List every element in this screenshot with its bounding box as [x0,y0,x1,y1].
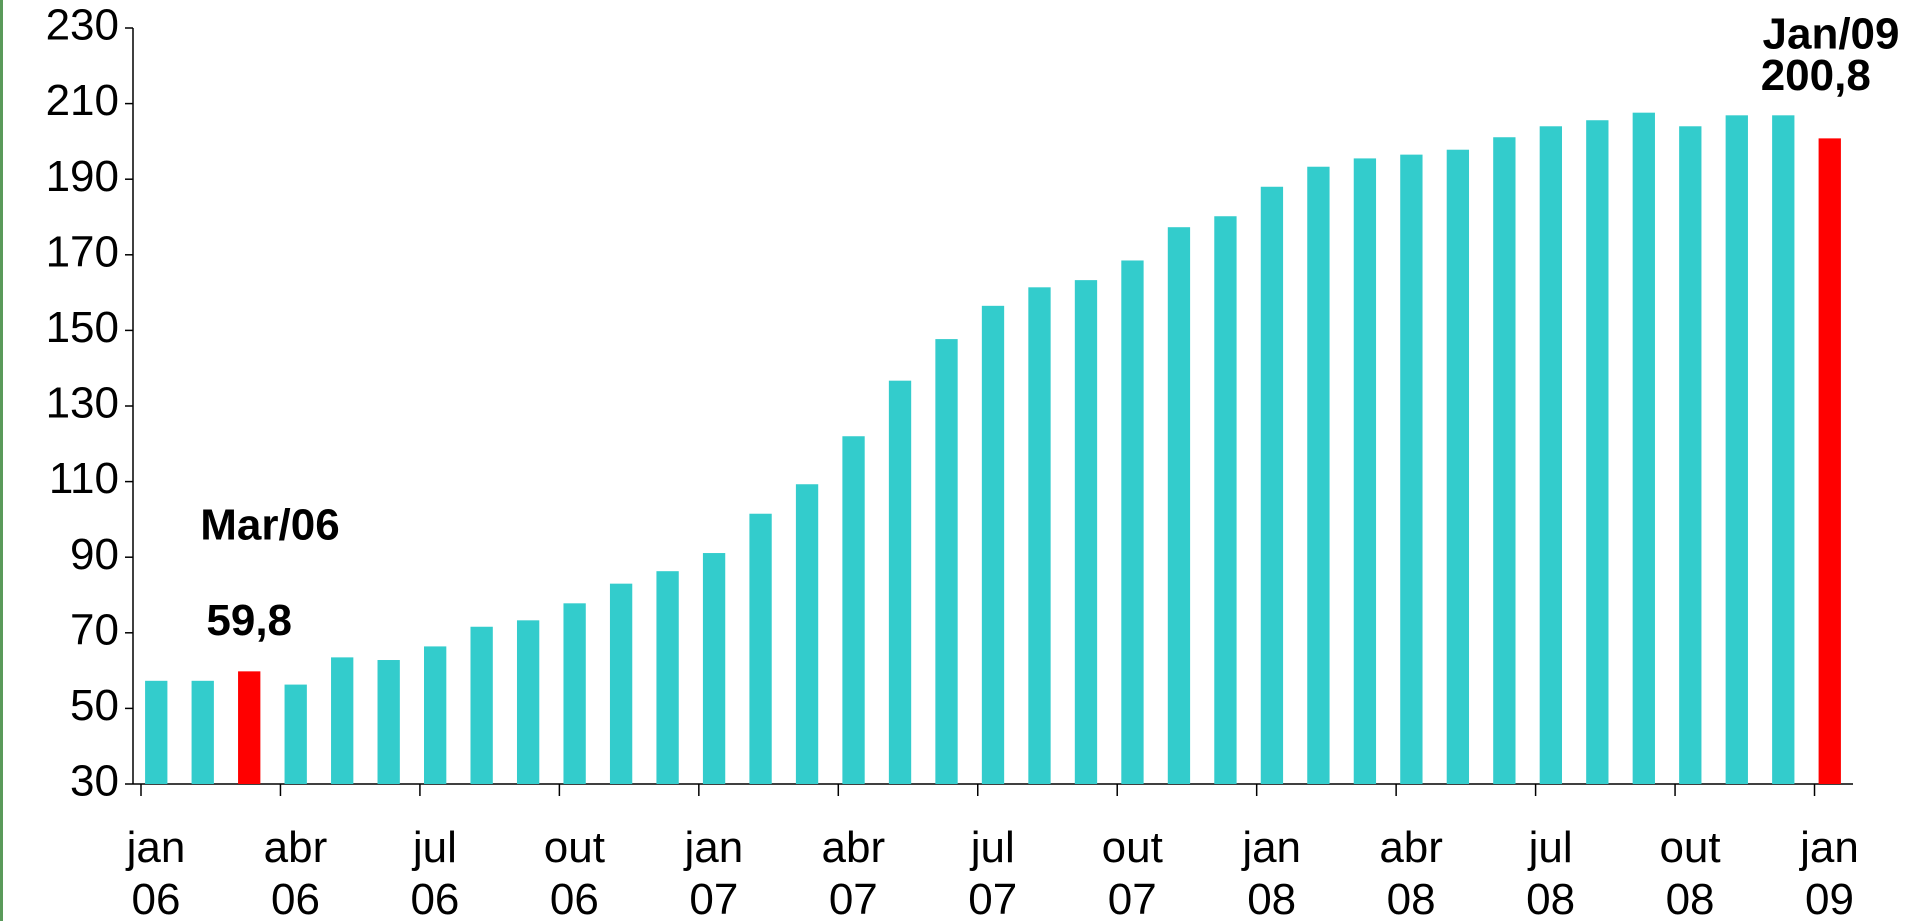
x-tick-label: out 07 [1102,823,1163,921]
y-tick-label: 190 [46,152,119,201]
x-tick-label: out 08 [1659,823,1720,921]
annotation: Jan/09 [1763,10,1900,59]
bar [1121,260,1144,785]
bar [609,583,633,784]
bar [1772,115,1795,785]
bar [795,484,819,784]
bar [1493,137,1516,784]
bar [1679,126,1702,784]
bar [1260,186,1284,784]
bar [516,620,540,784]
bar [1214,216,1237,784]
bar [656,571,679,784]
bar [935,339,958,784]
x-tick-label: jan 09 [1798,823,1859,921]
bar [1167,227,1191,784]
x-tick-label: jul 08 [1526,823,1575,921]
x-tick-label: jan 06 [125,823,186,921]
bar [702,553,726,784]
x-tick-label: jan 07 [682,823,743,921]
y-tick-label: 30 [70,757,119,806]
bar [284,684,307,784]
bar [1074,280,1098,784]
x-tick-label: jan 08 [1240,823,1301,921]
y-tick-label: 90 [70,530,119,579]
bar [1307,166,1330,784]
bar [1818,138,1841,785]
x-tick-label: abr 06 [264,823,328,921]
y-tick-label: 50 [70,681,119,730]
y-tick-label: 230 [46,1,119,50]
x-tick-label: abr 08 [1379,823,1443,921]
bar [1446,149,1470,784]
bar [377,660,400,784]
y-tick-label: 110 [49,454,119,503]
data-label: 200,8 [1761,51,1871,100]
x-tick-label: out 06 [544,823,605,921]
y-tick-label: 210 [46,76,119,125]
x-tick-label: jul 07 [968,823,1017,921]
data-label: 59,8 [206,596,292,645]
x-tick-label: abr 07 [822,823,886,921]
y-tick-label: 150 [46,303,119,352]
bar [424,646,447,784]
bar [1028,287,1051,784]
left-border [0,0,3,921]
bar [145,680,168,784]
x-tick-label: jul 06 [410,823,459,921]
annotation: Mar/06 [200,501,339,550]
bar [470,626,493,784]
bar [842,436,865,784]
y-tick-label: 130 [46,379,119,428]
y-tick-label: 70 [70,605,119,654]
bar [331,657,354,784]
bar [563,603,586,784]
bar [238,671,261,784]
bar [981,305,1005,784]
bar [1586,120,1609,785]
bar [1539,126,1562,784]
bar [1725,115,1748,785]
bar [191,680,214,784]
bar [1632,112,1655,784]
bar [1353,158,1377,784]
bar [1400,154,1423,784]
bar [888,380,912,784]
bar [749,513,772,784]
y-tick-label: 170 [46,227,119,276]
